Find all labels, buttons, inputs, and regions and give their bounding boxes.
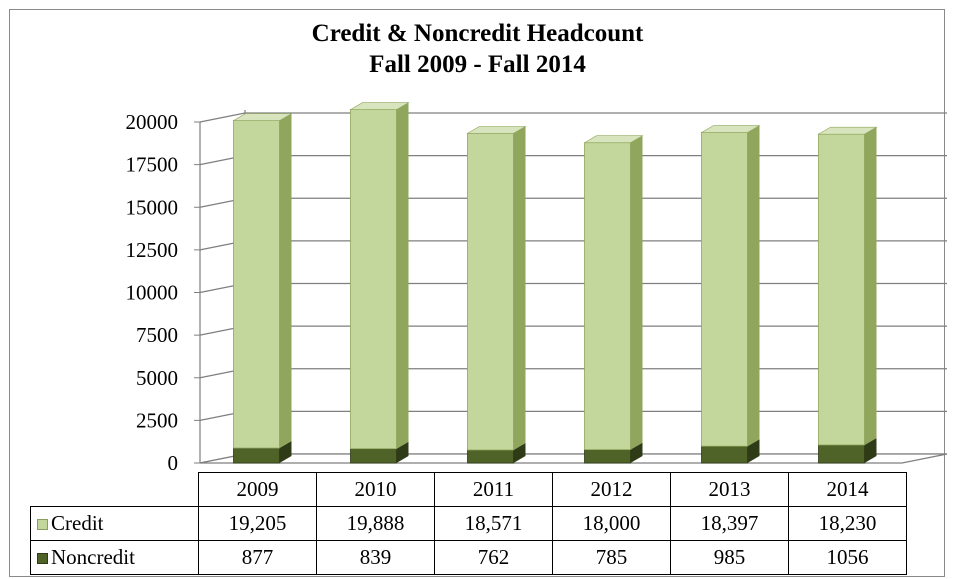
y-tick-label: 15000: [126, 195, 179, 219]
bar-credit-side: [513, 126, 526, 451]
bar-noncredit-front: [818, 444, 865, 464]
bar-credit-side: [396, 102, 409, 449]
bar-noncredit-side: [747, 439, 760, 463]
data-table-cell: 877: [198, 540, 317, 575]
bar-credit-top: [232, 113, 293, 121]
data-table-row-credit: Credit 19,205 19,888 18,571 18,000 18,39…: [30, 506, 907, 541]
data-table: 2009 2010 2011 2012 2013 2014 Credit 19,…: [30, 472, 907, 575]
bar-noncredit-side: [513, 443, 526, 463]
bar-credit-front: [818, 133, 865, 446]
bar-credit-front: [701, 132, 748, 447]
y-tick-label: 5000: [136, 366, 178, 390]
bar-credit-top: [466, 126, 527, 134]
bar-noncredit-front: [701, 445, 748, 464]
bar-group: [817, 126, 878, 464]
title-line-2: Fall 2009 - Fall 2014: [369, 51, 586, 78]
data-table-cell: 18,230: [788, 506, 907, 541]
data-table-cell: 18,397: [670, 506, 789, 541]
bar-credit-side: [279, 113, 292, 449]
bar-noncredit-front: [233, 447, 280, 464]
bar-group: [466, 126, 527, 464]
data-table-cell: 18,571: [434, 506, 553, 541]
bar-group: [232, 113, 293, 464]
gridline-side: [199, 112, 246, 123]
bar-credit-front: [467, 132, 514, 451]
data-table-cell: 985: [670, 540, 789, 575]
bar-credit-top: [349, 102, 410, 110]
bar-noncredit-side: [864, 437, 877, 463]
data-table-year: 2013: [670, 472, 789, 507]
legend-swatch-noncredit: [37, 553, 48, 564]
bar-credit-side: [747, 125, 760, 447]
data-table-year: 2009: [198, 472, 317, 507]
y-tick-label: 17500: [126, 153, 179, 177]
data-table-year: 2014: [788, 472, 907, 507]
data-table-header-row: 2009 2010 2011 2012 2013 2014: [30, 472, 907, 507]
legend-entry-credit: Credit: [30, 506, 199, 541]
legend-label-credit: Credit: [51, 511, 104, 535]
y-tick-label: 10000: [126, 281, 179, 305]
data-table-row-noncredit: Noncredit 877 839 762 785 985 1056: [30, 540, 907, 575]
data-table-year: 2011: [434, 472, 553, 507]
data-table-cell: 18,000: [552, 506, 671, 541]
bar-credit-front: [584, 142, 631, 451]
bar-credit-side: [864, 127, 877, 445]
bar-group: [583, 135, 644, 464]
data-table-cell: 785: [552, 540, 671, 575]
y-tick-label: 0: [168, 451, 179, 475]
y-tick-label: 20000: [126, 110, 179, 134]
y-tick-label: 2500: [136, 408, 178, 432]
data-table-year: 2012: [552, 472, 671, 507]
title-line-1: Credit & Noncredit Headcount: [311, 20, 644, 47]
bar-noncredit-side: [396, 441, 409, 463]
y-tick-label: 7500: [136, 323, 178, 347]
bar-group: [349, 102, 410, 464]
legend-entry-noncredit: Noncredit: [30, 540, 199, 575]
chart-title: Credit & Noncredit Headcount Fall 2009 -…: [0, 18, 955, 80]
bar-credit-side: [630, 135, 643, 450]
bar-noncredit-front: [467, 449, 514, 464]
bar-noncredit-side: [279, 441, 292, 463]
data-table-cell: 762: [434, 540, 553, 575]
data-table-cell: 839: [316, 540, 435, 575]
bar-credit-top: [817, 126, 878, 135]
bar-group: [700, 125, 761, 464]
data-table-cell: 19,205: [198, 506, 317, 541]
data-table-cell: 1056: [788, 540, 907, 575]
bar-credit-top: [700, 125, 761, 133]
bar-credit-front: [233, 120, 280, 449]
bar-noncredit-side: [630, 442, 643, 463]
y-tick-label: 12500: [126, 238, 179, 262]
bar-noncredit-front: [350, 448, 397, 464]
bar-noncredit-front: [584, 449, 631, 464]
data-table-corner: [30, 472, 199, 507]
legend-swatch-credit: [37, 519, 48, 530]
bar-credit-front: [350, 109, 397, 450]
data-table-year: 2010: [316, 472, 435, 507]
data-table-cell: 19,888: [316, 506, 435, 541]
legend-label-noncredit: Noncredit: [51, 545, 135, 569]
bar-credit-top: [583, 135, 644, 144]
